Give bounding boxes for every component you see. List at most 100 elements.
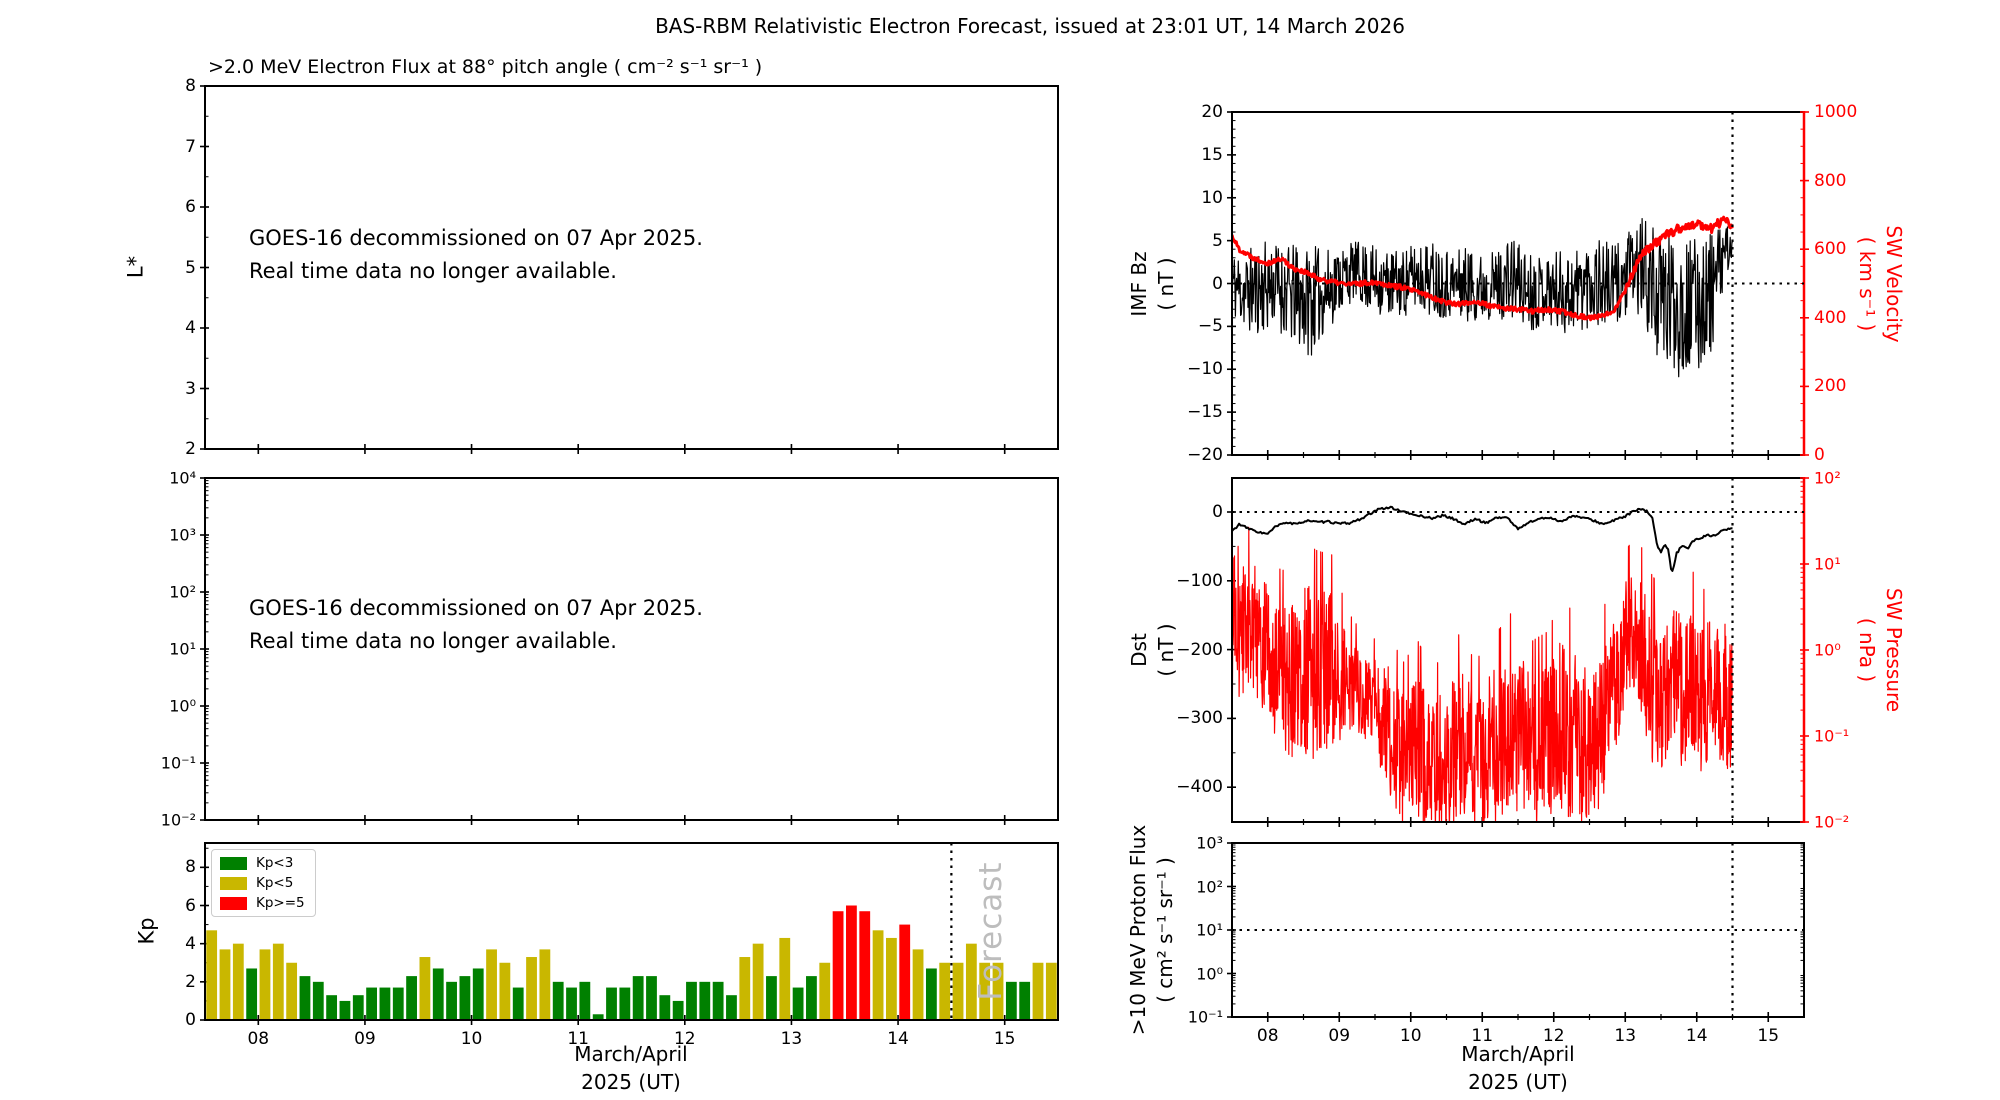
kp-bar [392,987,404,1019]
goes16-notice-middle-line1: GOES-16 decommissioned on 07 Apr 2025. [249,596,703,620]
kp-bar [965,943,977,1019]
kp-legend-row-green: Kp<3 [220,855,305,871]
kp-bar [752,943,764,1019]
sw-velocity-axis-label: SW Velocity ( km s⁻¹ ) [1853,225,1907,342]
y-tick-label-7: 7 [185,136,196,157]
x-tick-label-10: 10 [1399,1026,1422,1046]
kp-bar [206,930,218,1019]
kp-bar [779,937,791,1019]
kp-bar [512,987,524,1019]
x-axis-label-left-line2: 2025 (UT) [581,1070,681,1094]
kp-legend-swatch-yellow [220,876,247,890]
y-tick-label-−5: −5 [1197,316,1223,337]
x-tick-label-12: 12 [1542,1026,1565,1046]
dst-axis-label: Dst ( nT ) [1126,623,1180,676]
y2-tick-label-0: 0 [1814,445,1825,465]
y-tick-label-10⁻¹: 10⁻¹ [160,753,196,773]
y2-tick-label-600: 600 [1814,239,1847,260]
kp-bar [499,962,511,1019]
x-tick-label-14: 14 [1685,1026,1708,1046]
kp-bar [539,949,551,1019]
kp-legend-label-yellow: Kp<5 [256,875,294,891]
kp-bar [459,976,471,1019]
kp-legend-row-red: Kp>=5 [220,895,305,911]
y2-tick-label-800: 800 [1814,170,1847,191]
x-axis-label-right: March/April 2025 (UT) [1461,1040,1574,1096]
kp-bar [592,1014,604,1019]
kp-bar [526,957,537,1019]
y-tick-label-10³: 10³ [169,525,196,545]
kp-bar [486,949,497,1019]
y2-tick-label-10²: 10² [1814,468,1841,488]
kp-bar [885,937,897,1019]
kp-bar [766,976,777,1019]
kp-bar [219,949,231,1019]
kp-bar [619,987,631,1019]
kp-legend-label-green: Kp<3 [256,855,294,871]
kp-bar [1032,962,1044,1019]
y-tick-label-5: 5 [185,257,196,278]
kp-bar [832,911,844,1019]
y-tick-label-10¹: 10¹ [1196,920,1223,940]
kp-axis-label: Kp [134,917,159,945]
figure-title: BAS-RBM Relativistic Electron Forecast, … [655,14,1405,38]
x-tick-label-12: 12 [673,1029,696,1049]
kp-panel-frame [204,842,1059,1021]
x-tick-label-08: 08 [247,1029,270,1049]
x-tick-label-11: 11 [1471,1026,1494,1046]
x-axis-label-right-line1: March/April [1461,1042,1575,1066]
kp-bar [606,987,617,1019]
x-tick-label-10: 10 [460,1029,483,1049]
y-tick-label-10: 10 [1201,187,1223,208]
y-tick-label-0: 0 [1212,502,1223,522]
y-tick-label-4: 4 [185,318,196,338]
y-tick-label-10⁰: 10⁰ [169,696,196,716]
y-tick-label-10⁻²: 10⁻² [160,810,196,830]
kp-bar [859,911,871,1019]
imf-bz-axis-label-line1: IMF Bz [1127,251,1151,317]
goes16-notice-top-line1: GOES-16 decommissioned on 07 Apr 2025. [249,226,703,250]
kp-bar [352,995,364,1019]
dst-axis-label-line1: Dst [1127,633,1151,667]
y-tick-label-−100: −100 [1176,570,1223,591]
kp-bar [1045,962,1057,1019]
kp-bar [379,987,391,1019]
y-tick-label-10³: 10³ [1196,833,1223,853]
y-tick-label-10¹: 10¹ [169,639,196,659]
kp-bar [272,943,284,1019]
imf-bz-axis-label-line2: ( nT ) [1154,257,1178,311]
imf-bz-axis-label: IMF Bz ( nT ) [1126,251,1180,316]
proton-flux-axis-label-line1: >10 MeV Proton Flux [1126,824,1150,1036]
kp-bar [979,962,991,1019]
y2-tick-label-400: 400 [1814,307,1847,328]
kp-bar [646,976,657,1019]
y-tick-label-10⁰: 10⁰ [1196,964,1223,983]
kp-bar [739,957,751,1019]
y-tick-label-3: 3 [185,378,196,399]
kp-bar [299,976,311,1019]
kp-bar [659,995,671,1019]
y-tick-label-4: 4 [185,933,196,954]
y-tick-label-−400: −400 [1176,777,1223,798]
kp-bar [699,981,711,1019]
sw-pressure-axis-label: SW Pressure ( nPa ) [1853,588,1907,712]
y2-tick-label-10¹: 10¹ [1814,554,1841,574]
kp-bar [819,962,831,1019]
kp-bar [1019,981,1031,1019]
x-axis-label-left: March/April 2025 (UT) [574,1040,687,1096]
y2-tick-label-10⁻¹: 10⁻¹ [1814,726,1850,746]
kp-bar [899,924,911,1019]
y-tick-label-8: 8 [185,857,196,878]
sw-velocity-line [1233,215,1734,322]
y-tick-label-5: 5 [1212,230,1223,251]
kp-bar [846,905,857,1019]
x-tick-label-13: 13 [780,1029,803,1049]
kp-bar [446,981,457,1019]
kp-bar [312,981,324,1019]
kp-bar [992,962,1004,1019]
kp-legend-row-yellow: Kp<5 [220,875,305,891]
kp-bar [726,995,737,1019]
kp-bar [419,957,431,1019]
